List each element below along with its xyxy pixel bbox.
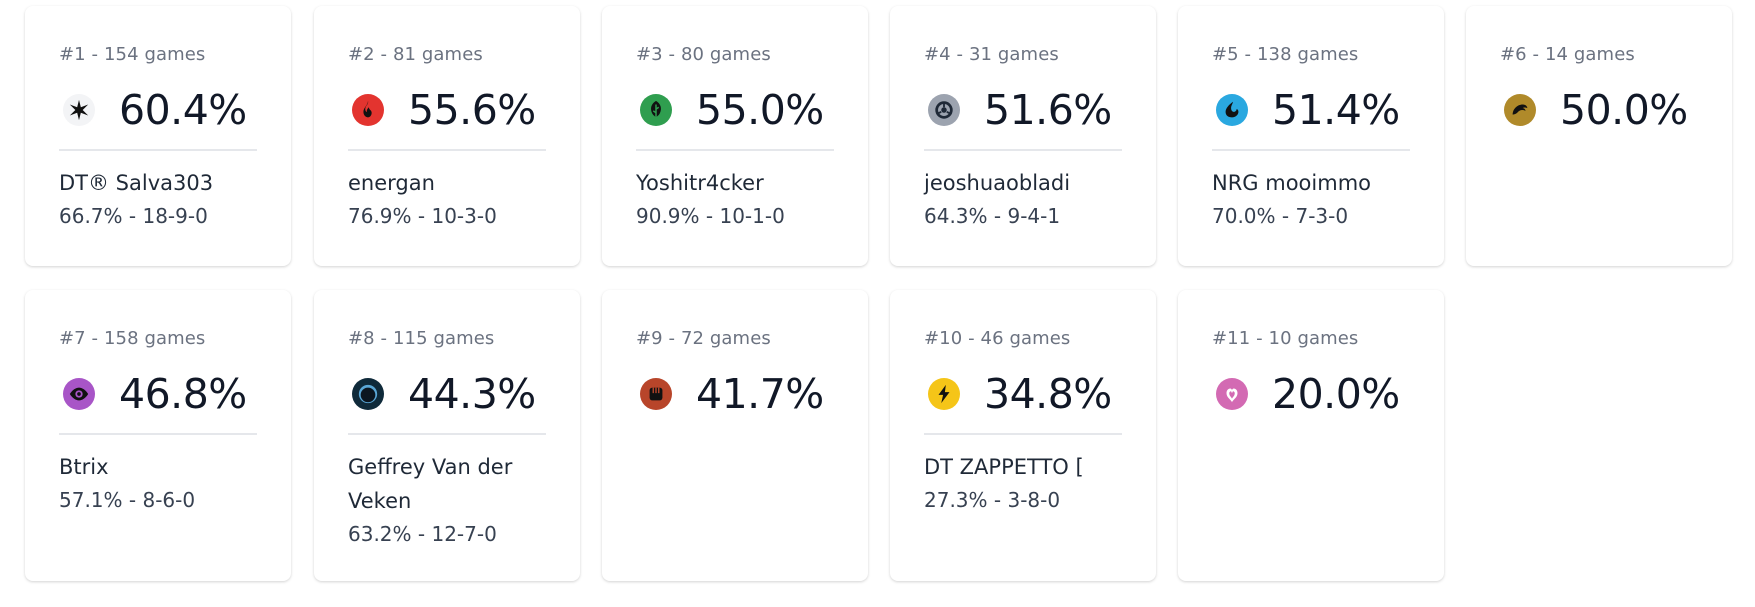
divider [924, 433, 1122, 435]
divider [636, 149, 834, 151]
divider [348, 149, 546, 151]
win-rate: 20.0% [1272, 370, 1400, 418]
divider [59, 149, 257, 151]
divider [1212, 149, 1410, 151]
win-rate: 55.6% [408, 86, 536, 134]
player-name[interactable]: energan [348, 171, 435, 195]
top-player: energan 76.9% - 10-3-0 [348, 166, 558, 233]
stat-card[interactable]: #9 - 72 games 41.7% [602, 290, 868, 581]
divider [348, 433, 546, 435]
leaf-icon [640, 94, 672, 126]
player-name[interactable]: DT ZAPPETTO [ [924, 455, 1084, 479]
top-player: jeoshuaobladi 64.3% - 9-4-1 [924, 166, 1134, 233]
player-record: 27.3% - 3-8-0 [924, 488, 1061, 512]
stat-card[interactable]: #4 - 31 games 51.6% jeoshuaobladi 64.3% … [890, 6, 1156, 266]
card-header: #6 - 14 games [1500, 44, 1635, 65]
darkness-icon [352, 378, 384, 410]
card-header: #2 - 81 games [348, 44, 483, 65]
top-player: Geffrey Van der Veken 63.2% - 12-7-0 [348, 450, 558, 551]
player-name[interactable]: Yoshitr4cker [636, 171, 764, 195]
card-header: #4 - 31 games [924, 44, 1059, 65]
divider [59, 433, 257, 435]
stat-card[interactable]: #6 - 14 games 50.0% [1466, 6, 1732, 266]
top-player: Btrix 57.1% - 8-6-0 [59, 450, 269, 517]
card-header: #5 - 138 games [1212, 44, 1359, 65]
metal-icon [928, 94, 960, 126]
stat-card[interactable]: #7 - 158 games 46.8% Btrix 57.1% - 8-6-0 [25, 290, 291, 581]
divider [924, 149, 1122, 151]
top-player: DT ZAPPETTO [ 27.3% - 3-8-0 [924, 450, 1134, 517]
card-header: #11 - 10 games [1212, 328, 1359, 349]
player-record: 66.7% - 18-9-0 [59, 204, 208, 228]
top-player: Yoshitr4cker 90.9% - 10-1-0 [636, 166, 846, 233]
win-rate: 44.3% [408, 370, 536, 418]
win-rate: 51.4% [1272, 86, 1400, 134]
card-header: #10 - 46 games [924, 328, 1071, 349]
player-record: 57.1% - 8-6-0 [59, 488, 196, 512]
player-record: 90.9% - 10-1-0 [636, 204, 785, 228]
stat-card[interactable]: #1 - 154 games 60.4% DT® Salva303 66.7% … [25, 6, 291, 266]
win-rate: 55.0% [696, 86, 824, 134]
dragon-icon [1504, 94, 1536, 126]
psychic-eye-icon [63, 378, 95, 410]
stat-card[interactable]: #2 - 81 games 55.6% energan 76.9% - 10-3… [314, 6, 580, 266]
card-header: #9 - 72 games [636, 328, 771, 349]
star-icon [63, 94, 95, 126]
win-rate: 46.8% [119, 370, 247, 418]
win-rate: 34.8% [984, 370, 1112, 418]
card-header: #3 - 80 games [636, 44, 771, 65]
card-header: #8 - 115 games [348, 328, 495, 349]
top-player: NRG mooimmo 70.0% - 7-3-0 [1212, 166, 1422, 233]
fighting-icon [640, 378, 672, 410]
stat-card[interactable]: #3 - 80 games 55.0% Yoshitr4cker 90.9% -… [602, 6, 868, 266]
stat-card[interactable]: #11 - 10 games 20.0% [1178, 290, 1444, 581]
stat-card[interactable]: #8 - 115 games 44.3% Geffrey Van der Vek… [314, 290, 580, 581]
player-record: 64.3% - 9-4-1 [924, 204, 1061, 228]
stat-card[interactable]: #10 - 46 games 34.8% DT ZAPPETTO [ 27.3%… [890, 290, 1156, 581]
player-name[interactable]: DT® Salva303 [59, 171, 214, 195]
fairy-icon [1216, 378, 1248, 410]
player-record: 63.2% - 12-7-0 [348, 522, 497, 546]
player-name[interactable]: NRG mooimmo [1212, 171, 1371, 195]
win-rate: 41.7% [696, 370, 824, 418]
water-icon [1216, 94, 1248, 126]
player-name[interactable]: jeoshuaobladi [924, 171, 1071, 195]
stat-card[interactable]: #5 - 138 games 51.4% NRG mooimmo 70.0% -… [1178, 6, 1444, 266]
win-rate: 60.4% [119, 86, 247, 134]
player-name[interactable]: Geffrey Van der Veken [348, 455, 513, 513]
card-header: #7 - 158 games [59, 328, 206, 349]
win-rate: 50.0% [1560, 86, 1688, 134]
win-rate: 51.6% [984, 86, 1112, 134]
top-player: DT® Salva303 66.7% - 18-9-0 [59, 166, 269, 233]
card-header: #1 - 154 games [59, 44, 206, 65]
player-record: 76.9% - 10-3-0 [348, 204, 497, 228]
fire-icon [352, 94, 384, 126]
player-name[interactable]: Btrix [59, 455, 109, 479]
player-record: 70.0% - 7-3-0 [1212, 204, 1349, 228]
lightning-icon [928, 378, 960, 410]
